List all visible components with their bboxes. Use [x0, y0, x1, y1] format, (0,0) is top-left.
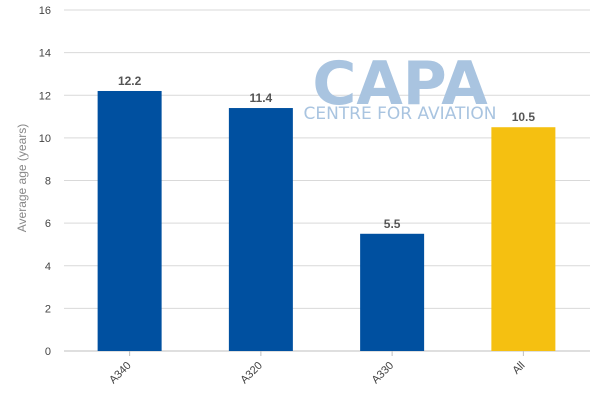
data-label: 11.4	[250, 91, 273, 105]
y-tick-label: 10	[39, 133, 51, 145]
x-tick-label: All	[510, 360, 527, 377]
bar-a330	[360, 233, 425, 351]
watermark-tagline: CENTRE FOR AVIATION	[303, 104, 496, 124]
y-tick-label: 6	[45, 218, 51, 230]
x-tick-label: A320	[238, 360, 265, 387]
y-tick-label: 2	[45, 303, 51, 315]
bars	[97, 90, 556, 352]
y-axis-title: Average age (years)	[15, 124, 29, 233]
watermark-brand: CAPA	[312, 49, 488, 119]
data-label: 12.2	[118, 74, 142, 88]
y-tick-label: 0	[45, 346, 51, 358]
y-tick-label: 12	[39, 90, 51, 102]
data-labels: 12.2 11.4 5.5 10.5	[118, 74, 535, 231]
y-tick-label: 4	[45, 261, 51, 273]
bar-a340	[97, 90, 162, 352]
x-tick-label: A330	[370, 360, 397, 387]
data-label: 5.5	[384, 217, 401, 231]
bar-a320	[228, 108, 293, 351]
data-label: 10.5	[512, 110, 536, 124]
bar-all	[491, 127, 556, 351]
watermark: CAPA CENTRE FOR AVIATION	[303, 49, 496, 124]
y-tick-label: 16	[39, 5, 51, 17]
y-tick-label: 8	[45, 176, 51, 188]
x-tick-label: A340	[107, 360, 134, 387]
y-tick-label: 14	[39, 48, 51, 60]
